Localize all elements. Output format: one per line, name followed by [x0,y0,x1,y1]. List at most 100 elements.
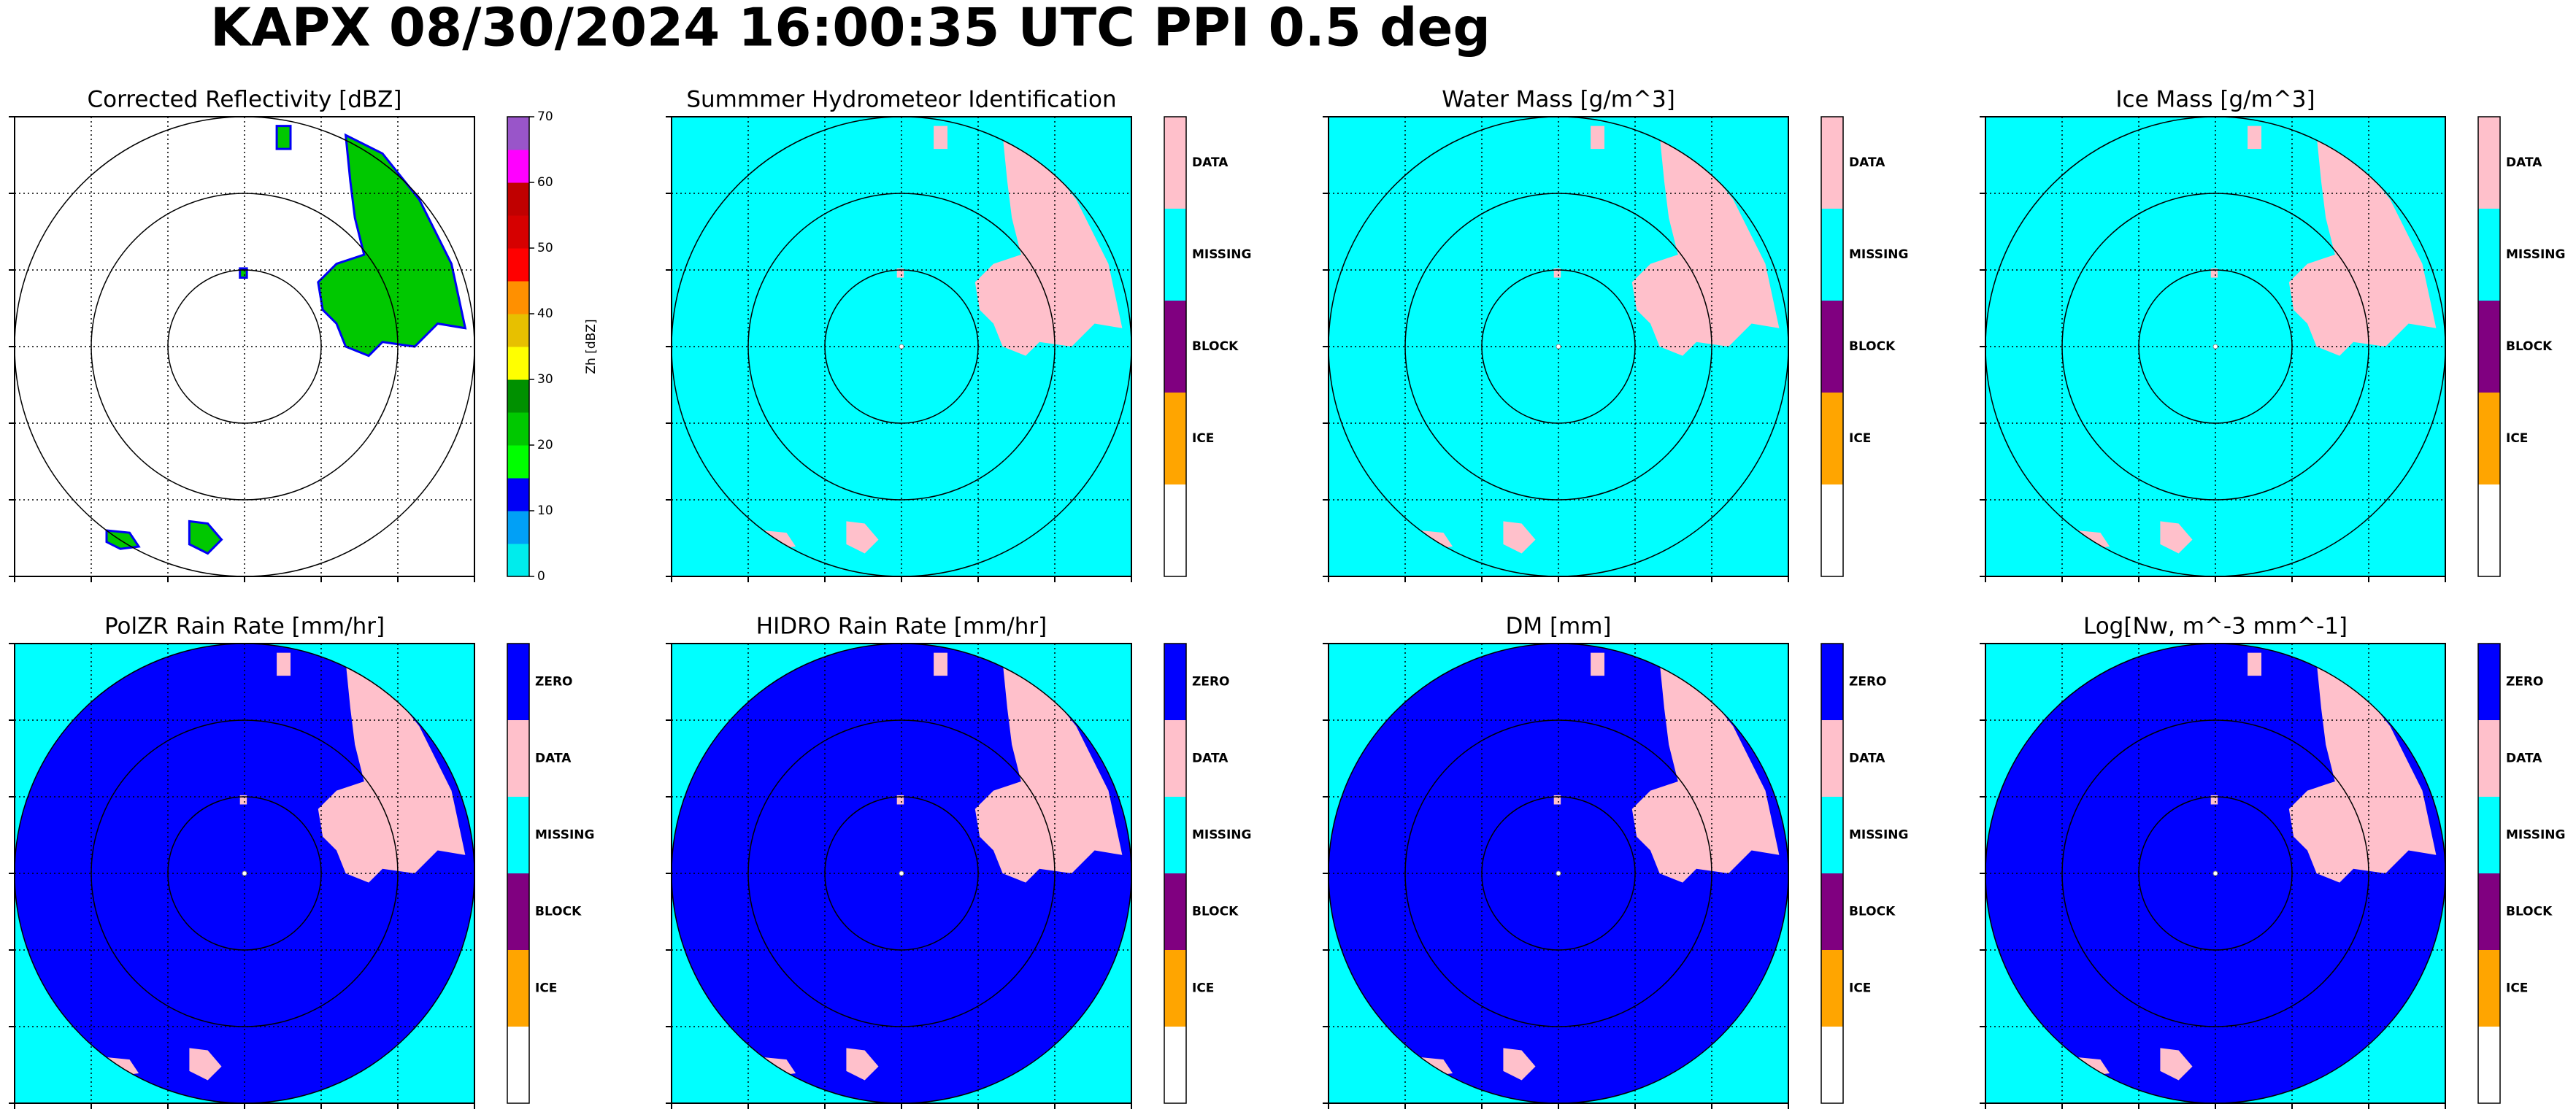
colorbar-class-label: BLOCK [1849,339,1896,354]
echo [239,795,247,805]
range-ring [1481,796,1636,951]
range-ring [747,193,1056,501]
colorbar-segment [507,150,529,183]
echo [934,652,947,676]
colorbar-segment [1821,720,1843,797]
radar-site [2212,870,2218,876]
echo [1591,652,1604,676]
colorbar-frame [2477,116,2501,577]
colorbar-segment [1164,1027,1186,1103]
colorbar-segment [507,544,529,577]
echo [1553,268,1561,278]
colorbar-segment [2478,393,2500,484]
colorbar-class-label: ICE [2506,981,2528,996]
echo [1631,135,1780,356]
colorbar-segment [2478,873,2500,950]
echo [896,795,904,805]
colorbar-segment [507,347,529,380]
colorbar-segment [1164,117,1186,209]
radar-site [899,870,904,876]
colorbar-tick-label: 20 [537,438,553,452]
colorbar-segment [507,117,529,150]
echo [846,521,879,554]
colorbar-class-label: ICE [1849,981,1871,996]
panel-title: DM [mm] [1505,614,1611,640]
echo [934,125,947,150]
colorbar-segment [1164,484,1186,576]
echoes [1420,125,1780,554]
echoes [764,652,1123,1081]
panel: PolZR Rain Rate [mm/hr] ZERO DATA MISSING BL… [9,614,594,1109]
panel: Summmer Hydrometeor Identification DATA MI… [666,87,1251,582]
colorbar-class-label: DATA [1192,752,1229,766]
echo [189,1048,222,1081]
echo [188,520,223,555]
range-ring [167,269,322,424]
panel-title: Log[Nw, m^-3 mm^-1] [2083,614,2348,640]
colorbar-segment [507,445,529,479]
colorbar-class-label: DATA [1849,155,1885,170]
panel: DM [mm] ZERO DATA MISSING BLOCK ICE [1323,614,1908,1109]
echo [2248,125,2261,150]
colorbar-segment [1164,720,1186,797]
echo [2210,268,2218,278]
colorbar-segment [2478,720,2500,797]
echo [2248,652,2261,676]
range-ring [2138,796,2293,951]
colorbar-frame [507,643,530,1104]
range-ring [1404,193,1712,501]
colorbar-segment [507,314,529,347]
colorbar-segment [1164,873,1186,950]
range-ring [2138,269,2293,424]
panel: Water Mass [g/m^3] DATA MISSING BLOCK ICE [1323,87,1908,582]
echoes [1420,652,1780,1081]
echo [2288,135,2437,356]
colorbar-class-label: MISSING [535,828,594,843]
echo [2210,795,2218,805]
colorbar-segment [2478,301,2500,393]
colorbar-class-label: BLOCK [2506,905,2553,919]
echo [277,652,291,676]
colorbar-tick-label: 0 [537,569,545,584]
colorbar-segment [507,1027,529,1103]
panel: Log[Nw, m^-3 mm^-1] ZERO DATA MISSING BLOCK I… [1980,614,2565,1109]
range-ring [91,719,399,1027]
colorbar-segment [1821,117,1843,209]
radar-site [1556,344,1561,349]
colorbar-segment [1164,209,1186,301]
colorbar-segment [1821,797,1843,873]
colorbar-segment [2478,117,2500,209]
panel-title: Summmer Hydrometeor Identification [686,87,1116,113]
panel-title: HIDRO Rain Rate [mm/hr] [756,614,1047,640]
colorbar-segment [1164,797,1186,873]
colorbar-tick-label: 30 [537,372,553,387]
radar-site [2212,344,2218,349]
echo [239,267,248,279]
radar-site [242,870,247,876]
range-ring [167,796,322,951]
colorbar-segment [1821,644,1843,720]
colorbar-class-label: ICE [535,981,557,996]
colorbar-segment [507,379,529,413]
panel: HIDRO Rain Rate [mm/hr] ZERO DATA MISSING BL… [666,614,1251,1109]
panel-title: Corrected Reflectivity [dBZ] [87,87,401,113]
colorbar-class-label: MISSING [2506,828,2565,843]
colorbar-class-label: DATA [2506,752,2542,766]
colorbar-segment [507,248,529,282]
echoes [107,652,466,1081]
colorbar-segment [2478,1027,2500,1103]
echo [846,1048,879,1081]
echoes [764,125,1123,554]
colorbar-segment [1821,873,1843,950]
colorbar-segment [1164,644,1186,720]
colorbar-class-label: DATA [535,752,572,766]
echo [318,662,466,883]
colorbar-segment [1164,393,1186,484]
colorbar-class-label: BLOCK [535,905,582,919]
echo [1503,521,1536,554]
colorbar-segment [1821,1027,1843,1103]
colorbar-class-label: MISSING [1192,828,1251,843]
colorbar-segment [1821,209,1843,301]
colorbar-class-label: ZERO [1849,675,1886,690]
